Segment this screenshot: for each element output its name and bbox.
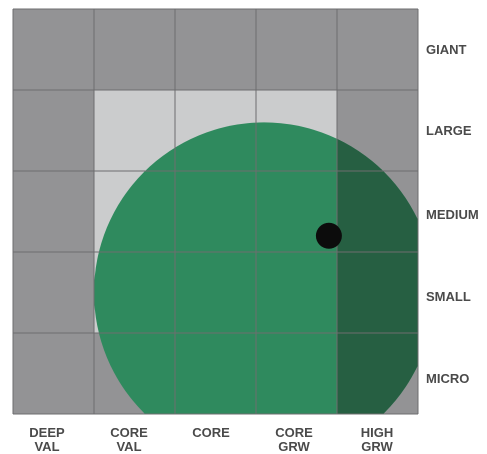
grid-cell-giant-4 bbox=[337, 9, 418, 90]
column-label-deep-val: DEEP VAL bbox=[7, 426, 87, 454]
grid-cell-giant-0 bbox=[13, 9, 94, 90]
column-label-line1: DEEP bbox=[29, 425, 65, 440]
column-label-line2: GRW bbox=[361, 439, 393, 454]
column-label-core: CORE bbox=[171, 426, 251, 440]
column-label-line1: HIGH bbox=[360, 425, 394, 440]
grid-cell-giant-2 bbox=[175, 9, 256, 90]
row-label-medium: MEDIUM bbox=[426, 207, 479, 222]
column-label-line2: VAL bbox=[34, 439, 60, 454]
grid-cell-giant-1 bbox=[94, 9, 175, 90]
grid-cell-giant-3 bbox=[256, 9, 337, 90]
column-label-high-grw: HIGH GRW bbox=[337, 426, 417, 454]
grid-cell-large-0 bbox=[13, 90, 94, 171]
grid-lines bbox=[12, 8, 419, 415]
column-label-line2: VAL bbox=[116, 439, 142, 454]
column-label-line1: CORE bbox=[275, 425, 313, 440]
row-label-large: LARGE bbox=[426, 123, 472, 138]
grid-cell-medium-0 bbox=[13, 171, 94, 252]
row-label-giant: GIANT bbox=[426, 42, 467, 57]
column-label-core-val: CORE VAL bbox=[89, 426, 169, 454]
column-label-line2: GRW bbox=[278, 439, 310, 454]
row-label-small: SMALL bbox=[426, 289, 471, 304]
grid-cell-small-0 bbox=[13, 252, 94, 333]
row-label-micro: MICRO bbox=[426, 371, 470, 386]
column-label-line1: CORE bbox=[110, 425, 148, 440]
column-label-line1: CORE bbox=[192, 425, 230, 440]
grid-cell-micro-0 bbox=[13, 333, 94, 414]
portfolio-position-marker bbox=[315, 222, 342, 249]
column-label-core-grw: CORE GRW bbox=[254, 426, 334, 454]
